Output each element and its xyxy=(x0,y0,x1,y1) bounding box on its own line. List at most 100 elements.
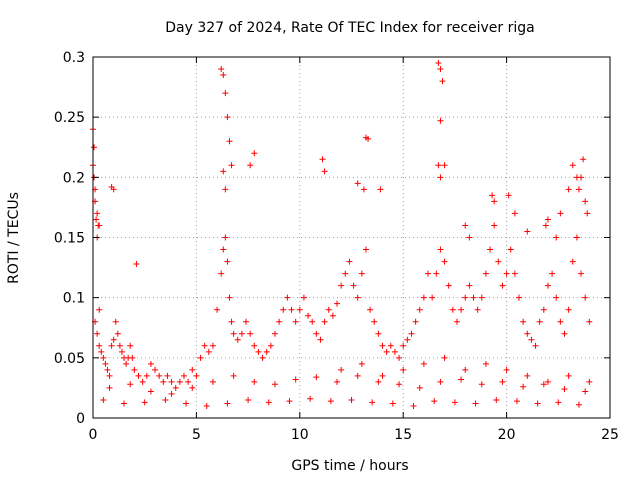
data-point xyxy=(520,383,527,390)
data-point xyxy=(528,336,535,343)
data-point xyxy=(110,186,117,193)
data-point xyxy=(367,306,374,313)
data-point xyxy=(228,162,235,169)
data-point xyxy=(412,318,419,325)
data-point xyxy=(410,402,417,409)
data-point xyxy=(238,330,245,337)
data-point xyxy=(429,294,436,301)
data-point xyxy=(437,66,444,73)
data-point xyxy=(375,378,382,385)
data-point xyxy=(338,282,345,289)
data-point xyxy=(265,399,272,406)
data-point xyxy=(499,378,506,385)
data-point xyxy=(162,396,169,403)
data-point xyxy=(544,378,551,385)
data-point xyxy=(243,318,250,325)
data-point xyxy=(487,246,494,253)
data-point xyxy=(578,270,585,277)
data-point xyxy=(540,306,547,313)
data-point xyxy=(396,354,403,361)
data-point xyxy=(565,306,572,313)
data-point xyxy=(106,372,113,379)
data-point xyxy=(220,168,227,175)
data-point xyxy=(271,381,278,388)
x-tick-label: 0 xyxy=(89,427,98,443)
data-point xyxy=(532,342,539,349)
data-point xyxy=(123,360,130,367)
x-tick-label: 15 xyxy=(394,427,412,443)
data-point xyxy=(189,384,196,391)
data-point xyxy=(507,246,514,253)
data-point xyxy=(172,384,179,391)
data-point xyxy=(284,294,291,301)
data-point xyxy=(94,210,101,217)
data-point xyxy=(437,117,444,124)
data-point xyxy=(358,360,365,367)
data-point xyxy=(451,399,458,406)
data-point xyxy=(555,399,562,406)
data-point xyxy=(180,372,187,379)
data-point xyxy=(400,366,407,373)
data-point xyxy=(222,234,229,241)
data-point xyxy=(164,372,171,379)
data-point xyxy=(131,366,138,373)
data-point xyxy=(416,384,423,391)
data-point xyxy=(218,270,225,277)
data-point xyxy=(420,360,427,367)
data-point xyxy=(280,306,287,313)
data-point xyxy=(334,378,341,385)
data-point xyxy=(516,294,523,301)
data-point xyxy=(313,330,320,337)
data-point xyxy=(209,378,216,385)
data-point xyxy=(466,234,473,241)
data-point xyxy=(118,348,125,355)
data-point xyxy=(224,400,231,407)
data-point xyxy=(524,330,531,337)
data-point xyxy=(462,294,469,301)
data-point xyxy=(143,372,150,379)
x-axis-label: GPS time / hours xyxy=(291,458,408,474)
data-point xyxy=(431,398,438,405)
data-point xyxy=(226,138,233,145)
data-point xyxy=(234,336,241,343)
data-point xyxy=(98,348,105,355)
data-point xyxy=(400,342,407,349)
data-point xyxy=(437,378,444,385)
data-point xyxy=(168,390,175,397)
data-point xyxy=(536,318,543,325)
data-point xyxy=(156,372,163,379)
data-point xyxy=(317,336,324,343)
data-point xyxy=(354,372,361,379)
data-point xyxy=(350,282,357,289)
data-point xyxy=(292,318,299,325)
data-point xyxy=(420,294,427,301)
data-point xyxy=(466,282,473,289)
data-point xyxy=(259,354,266,361)
data-point xyxy=(584,210,591,217)
data-point xyxy=(338,366,345,373)
data-point xyxy=(474,306,481,313)
data-point xyxy=(389,400,396,407)
data-point xyxy=(387,342,394,349)
y-tick-label: 0.25 xyxy=(54,110,85,126)
data-point xyxy=(189,366,196,373)
data-point xyxy=(408,330,415,337)
data-point xyxy=(100,396,107,403)
plot-frame xyxy=(92,56,611,419)
data-point xyxy=(478,294,485,301)
data-point xyxy=(96,306,103,313)
data-point xyxy=(251,342,258,349)
data-point xyxy=(321,168,328,175)
data-point xyxy=(499,282,506,289)
data-point xyxy=(561,330,568,337)
data-point xyxy=(439,78,446,85)
data-point xyxy=(222,90,229,97)
data-point xyxy=(342,270,349,277)
data-point xyxy=(470,294,477,301)
data-point xyxy=(582,294,589,301)
data-point xyxy=(93,216,100,223)
data-point xyxy=(441,162,448,169)
data-point xyxy=(569,258,576,265)
data-point xyxy=(203,402,210,409)
data-point xyxy=(255,348,262,355)
